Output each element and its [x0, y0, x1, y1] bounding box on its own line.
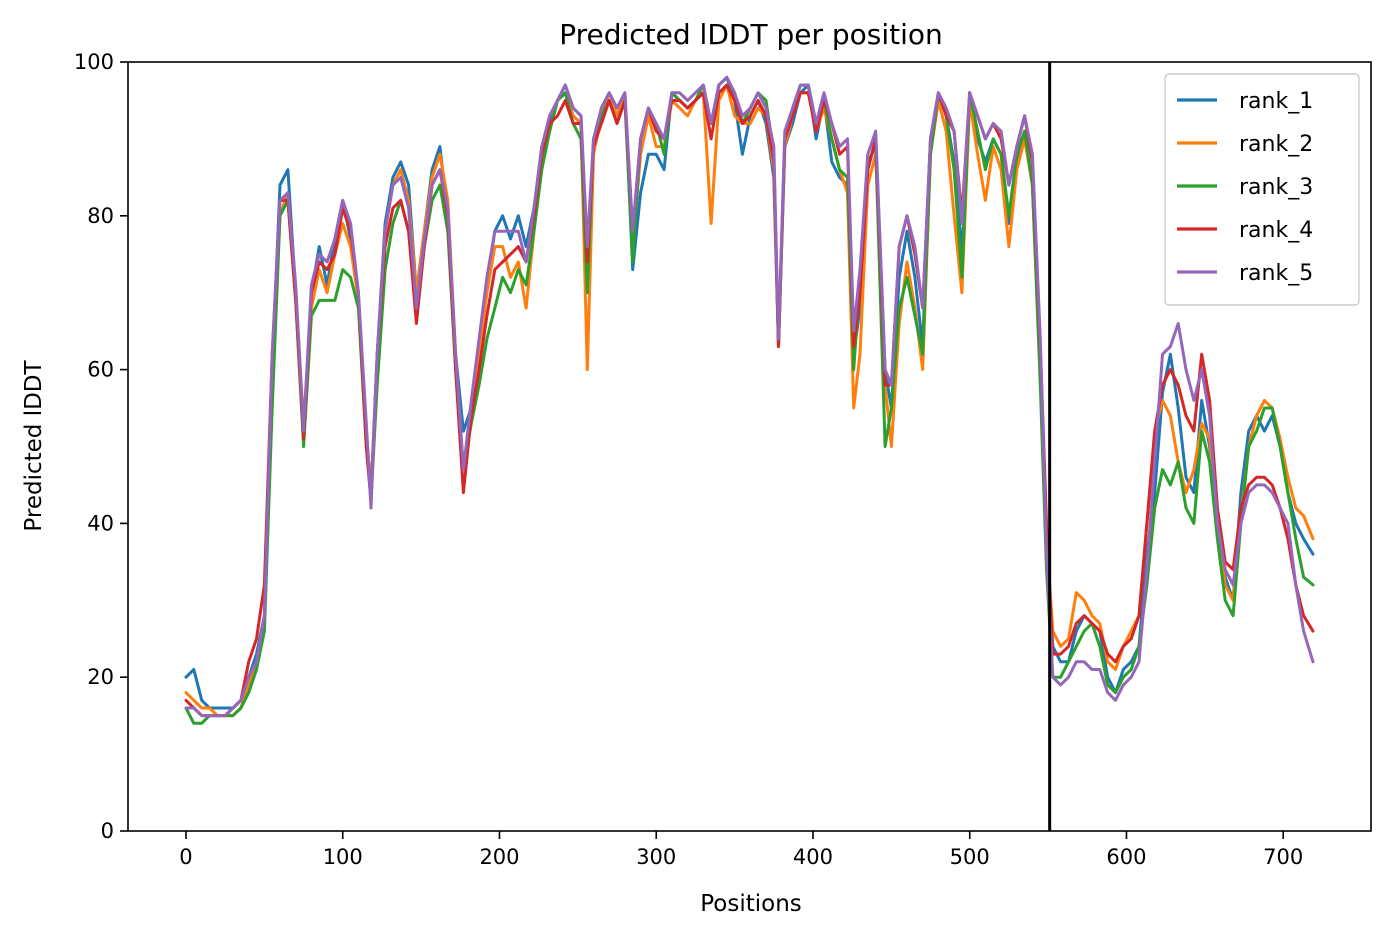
legend-label-rank-5: rank_5 [1239, 261, 1313, 286]
y-tick-label: 100 [74, 50, 114, 74]
legend: rank_1 rank_2 rank_3 rank_4 rank_5 [1164, 73, 1360, 306]
series-line-rank-3 [184, 75, 1315, 725]
x-axis-ticks: 0 100 200 300 400 500 600 700 [179, 831, 1303, 869]
x-tick-label: 0 [179, 845, 192, 869]
legend-label-rank-4: rank_4 [1239, 218, 1313, 243]
series-layer [184, 75, 1315, 725]
legend-label-rank-2: rank_2 [1239, 132, 1313, 157]
x-axis-label: Positions [700, 891, 802, 917]
plot-area-frame [127, 61, 1372, 832]
chart-title: Predicted lDDT per position [559, 18, 943, 51]
y-axis-label: Predicted lDDT [21, 359, 47, 531]
y-tick-label: 40 [87, 511, 114, 535]
x-tick-label: 200 [479, 845, 519, 869]
legend-box [1164, 73, 1360, 306]
x-tick-label: 600 [1106, 845, 1146, 869]
y-tick-label: 20 [87, 665, 114, 689]
x-tick-label: 500 [950, 845, 990, 869]
x-tick-label: 300 [636, 845, 676, 869]
x-tick-label: 400 [793, 845, 833, 869]
x-tick-label: 700 [1263, 845, 1303, 869]
x-tick-label: 100 [323, 845, 363, 869]
legend-label-rank-1: rank_1 [1239, 89, 1313, 114]
series-line-rank-5 [184, 75, 1315, 718]
y-tick-label: 80 [87, 204, 114, 228]
y-tick-label: 60 [87, 358, 114, 382]
legend-label-rank-3: rank_3 [1239, 175, 1313, 200]
y-axis-ticks: 0 20 40 60 80 100 [74, 50, 128, 843]
y-tick-label: 0 [101, 819, 114, 843]
